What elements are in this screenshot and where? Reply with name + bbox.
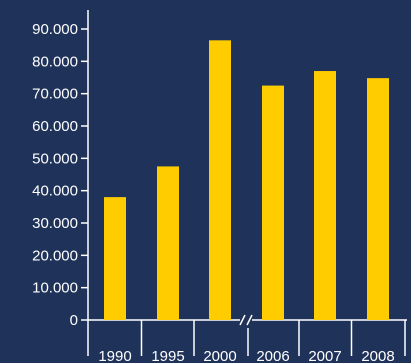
axis-break-slash bbox=[239, 314, 246, 326]
bar-2008 bbox=[367, 78, 389, 320]
y-tick-label: 80.000 bbox=[32, 53, 78, 70]
y-tick-label: 40.000 bbox=[32, 183, 78, 200]
y-tick-label: 50.000 bbox=[32, 150, 78, 167]
bar-2000 bbox=[209, 40, 231, 321]
bar-1995 bbox=[157, 166, 179, 320]
x-tick-label-2007: 2007 bbox=[308, 348, 341, 363]
y-tick-label: 10.000 bbox=[32, 280, 78, 297]
y-tick-label: 20.000 bbox=[32, 247, 78, 264]
axis-break-gap bbox=[240, 316, 252, 326]
y-tick-label: 90.000 bbox=[32, 21, 78, 38]
x-tick-label-2008: 2008 bbox=[361, 348, 394, 363]
x-tick-label-1995: 1995 bbox=[151, 348, 184, 363]
y-tick-label: 60.000 bbox=[32, 118, 78, 135]
y-tick-label: 30.000 bbox=[32, 215, 78, 232]
y-tick-label: 70.000 bbox=[32, 86, 78, 103]
axis-break-slash bbox=[246, 314, 253, 326]
bar-1990 bbox=[104, 197, 126, 320]
bar-2006 bbox=[262, 85, 284, 320]
x-tick-label-2000: 2000 bbox=[203, 348, 236, 363]
x-tick-label-2006: 2006 bbox=[256, 348, 289, 363]
x-tick-label-1990: 1990 bbox=[98, 348, 131, 363]
bar-2007 bbox=[314, 71, 336, 321]
y-tick-label: 0 bbox=[70, 312, 78, 329]
